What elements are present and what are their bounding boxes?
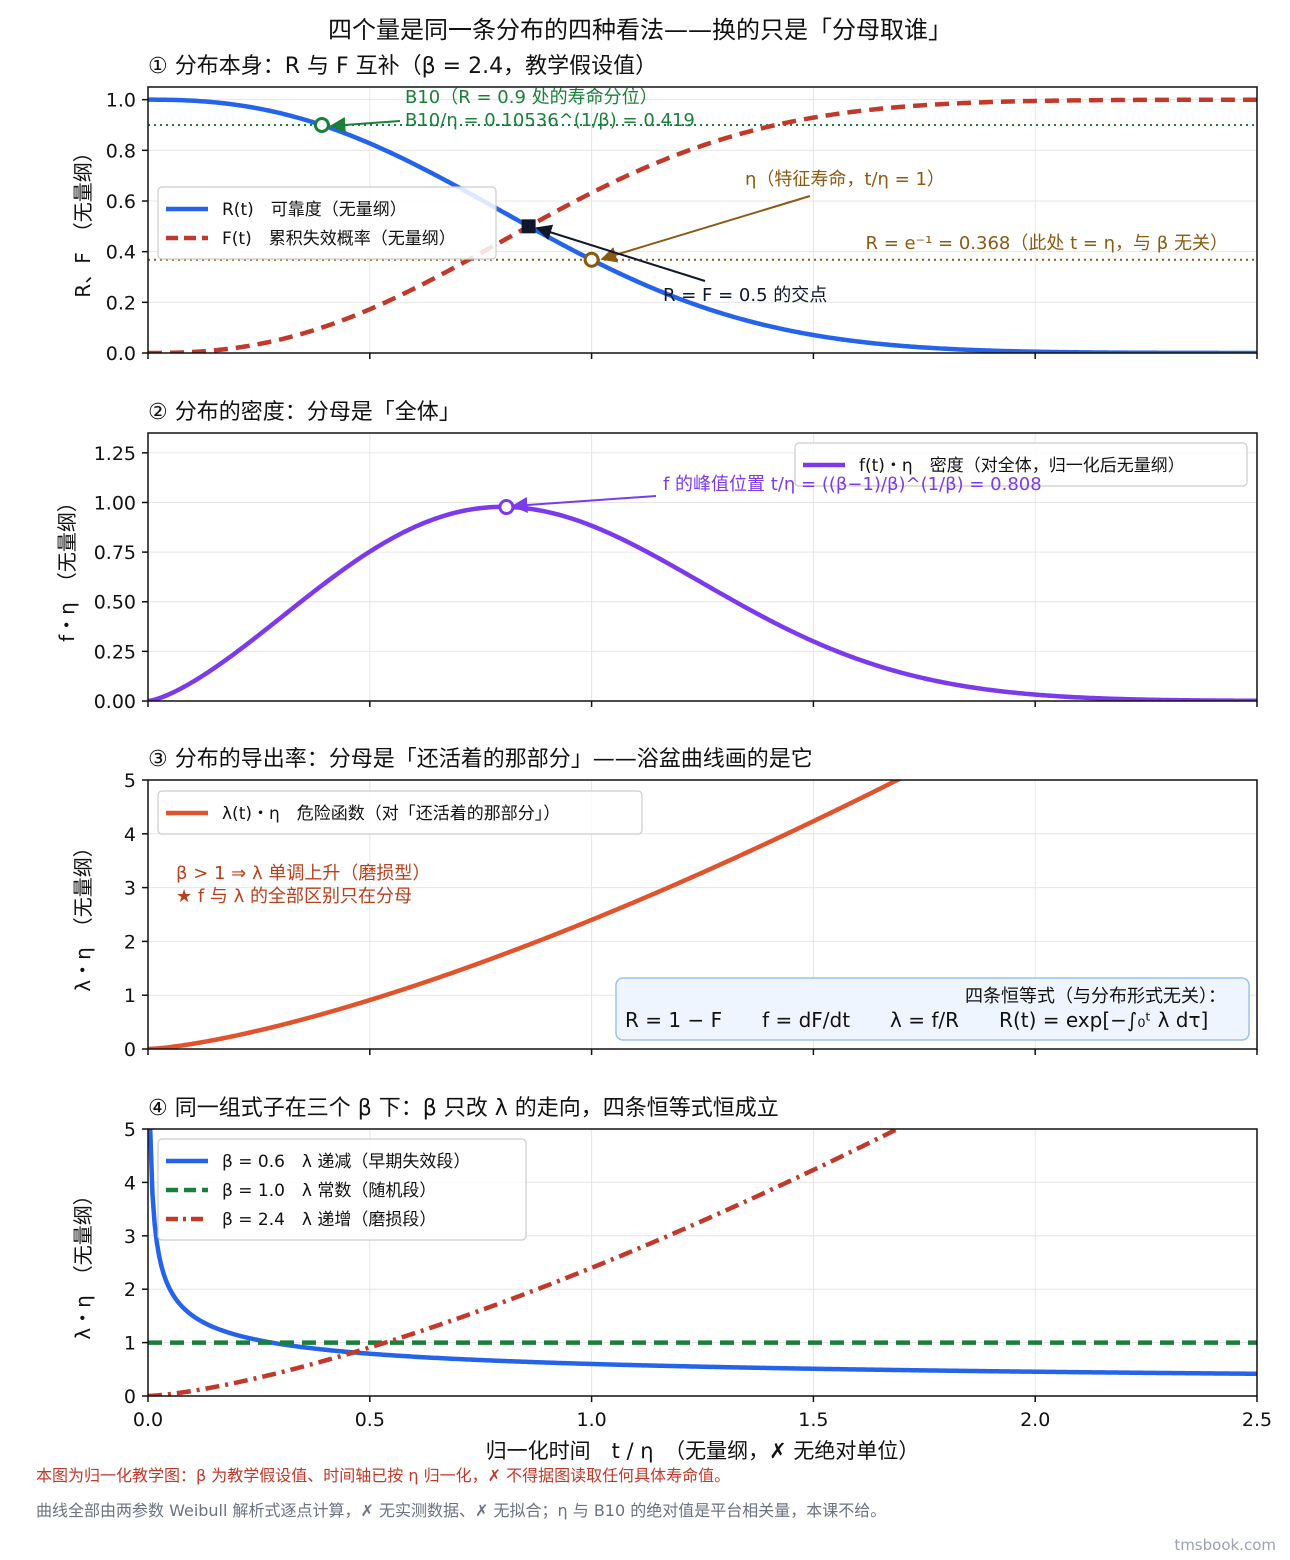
peak-annotation: f 的峰值位置 t/η = ((β−1)/β)^(1/β) = 0.808	[663, 474, 1042, 495]
y-axis-label: R、F （无量纲）	[71, 142, 95, 297]
plot-frame	[147, 779, 1258, 1050]
identities-formulas: R = 1 − F f = dF/dt λ = f/R R(t) = exp[−…	[625, 1008, 1208, 1032]
b10-annotation-line1: B10（R = 0.9 处的寿命分位）	[405, 87, 658, 108]
legend-label: R(t) 可靠度（无量纲）	[222, 200, 407, 220]
series-line	[148, 780, 903, 1049]
marker-circle	[498, 499, 515, 516]
y-tick-label: 0.6	[106, 191, 136, 213]
series-group	[148, 780, 903, 1049]
y-tick-label: 5	[124, 770, 136, 792]
y-tick-label: 1.0	[106, 90, 136, 112]
y-tick-label: 0.8	[106, 140, 136, 162]
x-tick-label: 2.0	[1020, 1409, 1050, 1431]
eta-annotation: η（特征寿命，t/η = 1）	[745, 169, 945, 190]
y-tick-label: 5	[124, 1119, 136, 1141]
marker-square	[521, 219, 536, 234]
legend: f(t)・η 密度（对全体，归一化后无量纲）	[794, 442, 1248, 487]
x-tick-label: 0.5	[355, 1409, 385, 1431]
y-tick-label: 2	[124, 931, 136, 953]
panel-4-three-betas: ④ 同一组式子在三个 β 下：β 只改 λ 的走向，四条恒等式恒成立 0.0 0.5…	[71, 1096, 1272, 1463]
legend: β = 0.6 λ 递减（早期失效段） β = 1.0 λ 常数（随机段） β = …	[157, 1138, 527, 1241]
plot-frame	[147, 432, 1258, 702]
y-tick-label: 1.00	[94, 492, 136, 514]
identities-box	[615, 977, 1250, 1041]
legend-label: f(t)・η 密度（对全体，归一化后无量纲）	[859, 456, 1185, 476]
y-tick-label: 3	[124, 1226, 136, 1248]
y-axis-label: f・η （无量纲）	[55, 492, 79, 642]
plot-frame	[147, 1128, 1258, 1397]
monotonic-note: β > 1 ⇒ λ 单调上升（磨损型）	[176, 863, 430, 884]
crossing-arrow	[535, 224, 706, 282]
panel-3-hazard: ③ 分布的导出率：分母是「还活着的那部分」——浴盆曲线画的是它 0 1 2 3 4 5 λ・η…	[71, 747, 1258, 1061]
panel-title: ③ 分布的导出率：分母是「还活着的那部分」——浴盆曲线画的是它	[148, 747, 813, 772]
y-tick-label: 4	[124, 824, 136, 846]
series-line	[148, 504, 1257, 701]
y-tick-label: 1.25	[94, 443, 136, 465]
panel-1-r-f: ① 分布本身：R 与 F 互补（β = 2.4，教学假设值） 0.0 0.2 0.4 0…	[71, 54, 1258, 365]
marker-circle	[583, 251, 600, 268]
footer-note-1: 本图为归一化教学图：β 为教学假设值、时间轴已按 η 归一化，✗ 不得据图读取任…	[36, 1466, 730, 1485]
y-axis-label: λ・η （无量纲）	[71, 1185, 95, 1340]
panel-title: ② 分布的密度：分母是「全体」	[148, 400, 461, 425]
y-axis-label: λ・η （无量纲）	[71, 837, 95, 992]
series-line	[148, 1129, 1257, 1377]
plot-frame	[147, 86, 1258, 354]
legend-label: λ(t)・η 危险函数（对「还活着的那部分」）	[222, 804, 560, 824]
series-line	[148, 1129, 903, 1396]
series-group	[148, 1129, 1257, 1396]
y-tick-label: 0.25	[94, 641, 136, 663]
legend: λ(t)・η 危险函数（对「还活着的那部分」）	[157, 790, 643, 835]
y-tick-label: 0	[124, 1386, 136, 1408]
x-tick-label: 2.5	[1242, 1409, 1272, 1431]
legend-frame	[157, 790, 643, 835]
x-tick-label: 1.5	[798, 1409, 828, 1431]
y-tick-label: 4	[124, 1172, 136, 1194]
legend-label: β = 1.0 λ 常数（随机段）	[222, 1181, 436, 1201]
series-group	[148, 504, 1257, 701]
panel-2-density: ② 分布的密度：分母是「全体」 0.00 0.25 0.50 0.75 1.00 1.25 f…	[55, 400, 1258, 713]
panel-title: ① 分布本身：R 与 F 互补（β = 2.4，教学假设值）	[148, 54, 657, 79]
y-tick-label: 0	[124, 1039, 136, 1061]
legend-frame	[157, 186, 497, 260]
watermark: tmsbook.com	[1174, 1536, 1276, 1554]
main-title: 四个量是同一条分布的四种看法——换的只是「分母取谁」	[328, 16, 952, 44]
legend-frame	[157, 1138, 527, 1241]
y-tick-label: 0.0	[106, 343, 136, 365]
y-tick-label: 2	[124, 1279, 136, 1301]
legend-label: β = 0.6 λ 递减（早期失效段）	[222, 1152, 470, 1172]
footer-note-2: 曲线全部由两参数 Weibull 解析式逐点计算，✗ 无实测数据、✗ 无拟合；η…	[36, 1501, 886, 1520]
y-tick-label: 1	[124, 985, 136, 1007]
x-axis-label: 归一化时间 t / η （无量纲，✗ 无绝对单位）	[486, 1439, 920, 1463]
y-tick-label: 0.75	[94, 542, 136, 564]
crossing-annotation: R = F = 0.5 的交点	[663, 285, 827, 306]
b10-annotation-line2: B10/η = 0.10536^(1/β) = 0.419	[405, 110, 695, 131]
y-tick-label: 3	[124, 878, 136, 900]
legend-label: F(t) 累积失效概率（无量纲）	[222, 229, 456, 249]
x-tick-label: 0.0	[133, 1409, 163, 1431]
y-tick-label: 0.50	[94, 592, 136, 614]
series-line	[148, 97, 1257, 353]
peak-arrow	[511, 495, 657, 513]
marker-circle	[313, 117, 330, 133]
denominator-note: ★ f 与 λ 的全部区别只在分母	[176, 886, 412, 907]
y-tick-label: 0.00	[94, 691, 136, 713]
legend-label: β = 2.4 λ 递增（磨损段）	[222, 1210, 436, 1230]
panel-title: ④ 同一组式子在三个 β 下：β 只改 λ 的走向，四条恒等式恒成立	[148, 1096, 779, 1121]
e-inverse-annotation: R = e⁻¹ = 0.368（此处 t = η，与 β 无关）	[865, 233, 1228, 254]
eta-arrow	[600, 195, 811, 263]
y-tick-label: 0.2	[106, 292, 136, 314]
y-tick-label: 1	[124, 1333, 136, 1355]
y-tick-label: 0.4	[106, 242, 136, 264]
legend: R(t) 可靠度（无量纲） F(t) 累积失效概率（无量纲）	[157, 186, 497, 260]
x-tick-label: 1.0	[576, 1409, 606, 1431]
identities-title: 四条恒等式（与分布形式无关）：	[965, 986, 1226, 1007]
legend-frame	[794, 442, 1248, 487]
b10-arrow	[329, 116, 401, 133]
